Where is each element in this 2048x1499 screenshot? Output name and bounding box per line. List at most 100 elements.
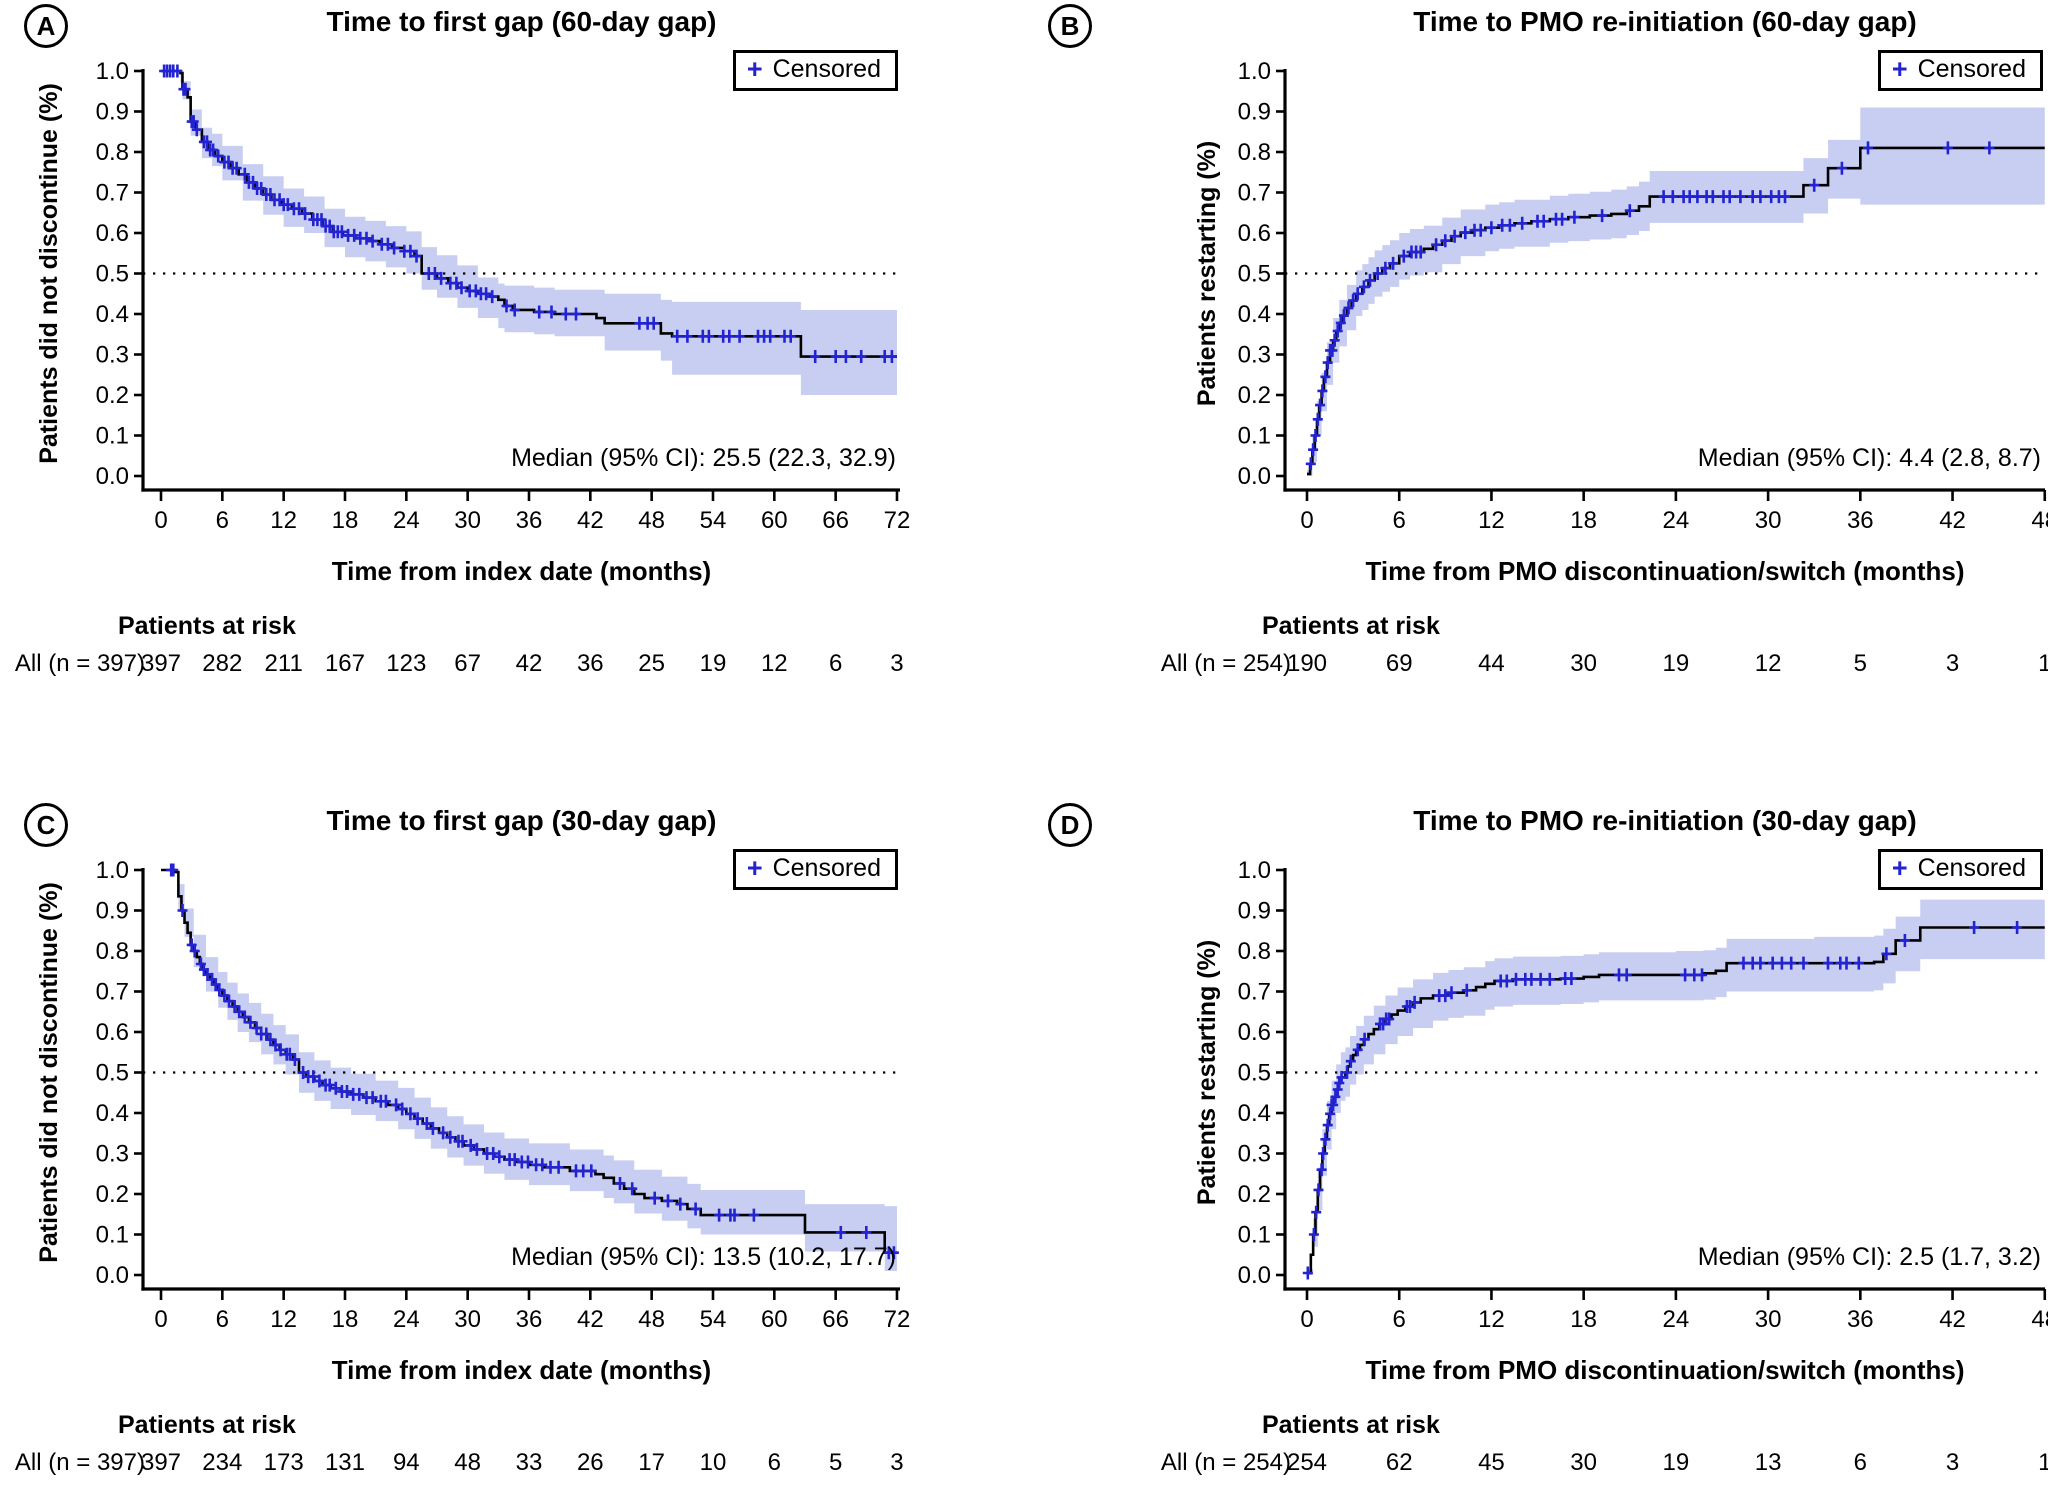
x-axis-title: Time from index date (months) bbox=[331, 1355, 712, 1385]
risk-value: 3 bbox=[1945, 650, 1960, 677]
patients-at-risk-header: Patients at risk bbox=[118, 612, 296, 640]
risk-value: 10 bbox=[699, 1449, 727, 1476]
censored-plus-icon: + bbox=[1891, 853, 1908, 883]
risk-value: 69 bbox=[1385, 650, 1413, 677]
median-annotation: Median (95% CI): 25.5 (22.3, 32.9) bbox=[511, 444, 896, 472]
censored-plus-icon: + bbox=[746, 54, 763, 84]
y-tick-label: 0.0 bbox=[96, 463, 129, 490]
censor-marks bbox=[1305, 141, 1995, 471]
x-tick-label: 72 bbox=[884, 507, 911, 534]
legend-label: Censored bbox=[772, 55, 881, 83]
y-tick-label: 0.6 bbox=[1238, 220, 1271, 247]
panel-letter-badge: B bbox=[1048, 4, 1092, 48]
risk-row-label: All (n = 397) bbox=[14, 1449, 145, 1476]
x-tick-label: 12 bbox=[270, 507, 297, 534]
panel-a: A Time to first gap (60-day gap) Patient… bbox=[0, 0, 1024, 799]
censor-marks bbox=[159, 64, 897, 363]
censored-plus-icon: + bbox=[746, 853, 763, 883]
km-plot: 0.0 0.1 0.2 0.3 0.4 0.5 0.6 0.7 0.8 0.9 1.0 0 6 12 18 2… bbox=[96, 58, 911, 534]
x-tick-label: 60 bbox=[761, 1306, 788, 1333]
x-tick-label: 60 bbox=[761, 507, 788, 534]
risk-value: 282 bbox=[202, 650, 243, 677]
y-tick-label: 0.2 bbox=[1238, 382, 1271, 409]
panel-b: B Time to PMO re-initiation (60-day gap)… bbox=[1024, 0, 2048, 799]
y-tick-label: 0.7 bbox=[1238, 979, 1271, 1006]
legend-censored: + Censored bbox=[1877, 50, 2043, 91]
y-tick-label: 0.1 bbox=[1238, 1222, 1271, 1249]
y-tick-label: 1.0 bbox=[1238, 58, 1271, 85]
risk-value: 12 bbox=[1754, 650, 1782, 677]
x-tick-label: 72 bbox=[884, 1306, 911, 1333]
x-tick-label: 6 bbox=[1393, 507, 1406, 534]
x-tick-label: 36 bbox=[1847, 507, 1874, 534]
x-tick-label: 48 bbox=[638, 1306, 665, 1333]
risk-value: 123 bbox=[386, 650, 427, 677]
x-axis-title: Time from PMO discontinuation/switch (mo… bbox=[1365, 556, 1965, 586]
risk-value: 33 bbox=[515, 1449, 543, 1476]
x-tick-label: 6 bbox=[216, 507, 229, 534]
x-tick-label: 12 bbox=[1478, 1306, 1505, 1333]
risk-row-label: All (n = 254) bbox=[1160, 1449, 1291, 1476]
x-tick-label: 0 bbox=[1300, 507, 1313, 534]
risk-value: 17 bbox=[638, 1449, 665, 1476]
y-tick-label: 0.0 bbox=[1238, 463, 1271, 490]
x-tick-label: 36 bbox=[516, 507, 543, 534]
patients-at-risk-header: Patients at risk bbox=[118, 1411, 296, 1439]
risk-row-label: All (n = 397) bbox=[14, 650, 145, 677]
x-tick-label: 12 bbox=[1478, 507, 1505, 534]
y-tick-label: 0.1 bbox=[96, 1222, 129, 1249]
x-tick-label: 6 bbox=[216, 1306, 229, 1333]
x-tick-label: 24 bbox=[1663, 507, 1690, 534]
km-plot: 0.0 0.1 0.2 0.3 0.4 0.5 0.6 0.7 0.8 0.9 1.0 0 6 12 18 2… bbox=[1238, 58, 2048, 534]
censor-marks bbox=[166, 863, 899, 1260]
risk-value: 48 bbox=[454, 1449, 482, 1476]
confidence-band bbox=[161, 870, 897, 1271]
risk-value: 25 bbox=[638, 650, 665, 677]
x-tick-label: 42 bbox=[577, 507, 604, 534]
x-tick-label: 42 bbox=[1939, 507, 1966, 534]
x-tick-label: 30 bbox=[1755, 507, 1782, 534]
x-axis-title: Time from index date (months) bbox=[331, 556, 712, 586]
x-tick-label: 18 bbox=[1570, 1306, 1597, 1333]
panel-title: Time to first gap (30-day gap) bbox=[326, 805, 717, 836]
y-tick-label: 0.3 bbox=[96, 1141, 129, 1168]
x-tick-label: 6 bbox=[1393, 1306, 1406, 1333]
risk-value: 3 bbox=[890, 650, 904, 677]
risk-value: 12 bbox=[760, 650, 788, 677]
y-tick-label: 0.3 bbox=[1238, 342, 1271, 369]
x-tick-label: 18 bbox=[332, 507, 359, 534]
median-annotation: Median (95% CI): 13.5 (10.2, 17.7) bbox=[511, 1243, 896, 1271]
panel-letter-badge: C bbox=[24, 803, 68, 847]
risk-value: 234 bbox=[202, 1449, 243, 1476]
y-tick-label: 1.0 bbox=[96, 58, 129, 85]
x-tick-label: 42 bbox=[1939, 1306, 1966, 1333]
risk-value: 67 bbox=[454, 650, 482, 677]
risk-value: 36 bbox=[576, 650, 604, 677]
y-tick-label: 0.9 bbox=[1238, 99, 1271, 126]
patients-at-risk-header: Patients at risk bbox=[1262, 612, 1440, 640]
x-tick-label: 24 bbox=[393, 507, 420, 534]
x-tick-label: 18 bbox=[332, 1306, 359, 1333]
panel-letter-badge: D bbox=[1048, 803, 1092, 847]
risk-value: 167 bbox=[324, 650, 366, 677]
panel-title: Time to PMO re-initiation (60-day gap) bbox=[1413, 6, 1917, 37]
panel-title: Time to first gap (60-day gap) bbox=[326, 6, 717, 37]
km-plot: 0.0 0.1 0.2 0.3 0.4 0.5 0.6 0.7 0.8 0.9 1.0 0 6 12 18 2… bbox=[1238, 857, 2048, 1333]
x-tick-label: 66 bbox=[822, 507, 849, 534]
x-tick-label: 12 bbox=[270, 1306, 297, 1333]
risk-value: 6 bbox=[828, 650, 843, 677]
risk-row-values: 190 69 44 30 19 12 5 3 1 bbox=[1024, 650, 2048, 680]
risk-row-label: All (n = 254) bbox=[1160, 650, 1291, 677]
panel-letter-badge: A bbox=[24, 4, 68, 48]
y-tick-label: 0.8 bbox=[96, 938, 129, 965]
risk-value: 19 bbox=[1662, 1449, 1690, 1476]
y-tick-label: 0.1 bbox=[96, 423, 129, 450]
risk-value: 131 bbox=[324, 1449, 366, 1476]
risk-value: 13 bbox=[1754, 1449, 1782, 1476]
y-tick-label: 0.9 bbox=[96, 99, 129, 126]
panel-d: D Time to PMO re-initiation (30-day gap)… bbox=[1024, 799, 2048, 1478]
y-tick-label: 0.9 bbox=[96, 898, 129, 925]
risk-value: 173 bbox=[263, 1449, 304, 1476]
x-axis-title: Time from PMO discontinuation/switch (mo… bbox=[1365, 1355, 1965, 1385]
risk-value: 397 bbox=[140, 650, 182, 677]
